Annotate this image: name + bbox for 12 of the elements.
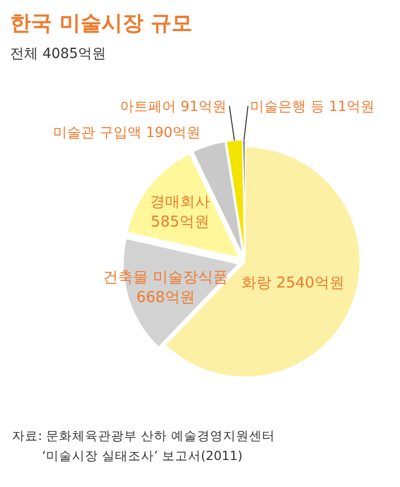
slice-label: 화랑 2540억원 [242,273,344,292]
slice-label: 건축물 미술장식품 [103,268,228,286]
slice-label: 경매회사 [150,192,210,210]
slice-label: 미술관 구입액 190억원 [52,125,201,141]
slice-label: 아트페어 91억원 [120,99,226,115]
chart-subtitle: 전체 4085억원 [10,46,106,62]
data-label: 668억원 [136,288,195,306]
text: 자료: 문화체육관광부 산하 예술경영지원센터 [12,428,276,443]
data-label: 585억원 [150,212,210,230]
slice-label: 미술은행 등 11억원 [250,99,375,115]
chart-title: 한국 미술시장 규모 [10,11,193,35]
text: ‘미술시장 실태조사’ 보고서(2011) [42,448,242,463]
